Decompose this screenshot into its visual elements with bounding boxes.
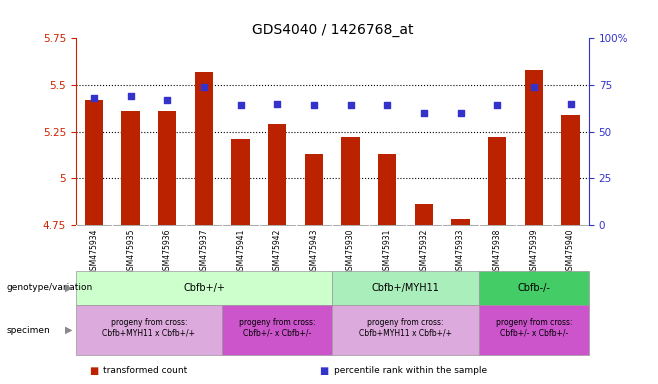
- Bar: [332, 305, 479, 355]
- Bar: [158, 111, 176, 225]
- Text: GSM475936: GSM475936: [163, 228, 172, 275]
- Text: GSM475933: GSM475933: [456, 228, 465, 275]
- Bar: [232, 139, 250, 225]
- Bar: [76, 305, 222, 355]
- Text: GSM475932: GSM475932: [419, 228, 428, 275]
- Text: ■: ■: [319, 366, 328, 376]
- Text: GSM475943: GSM475943: [309, 228, 318, 275]
- Bar: [268, 124, 286, 225]
- Bar: [222, 305, 332, 355]
- Bar: [378, 154, 396, 225]
- Point: [565, 101, 576, 107]
- Text: ▶: ▶: [65, 283, 72, 293]
- Text: genotype/variation: genotype/variation: [7, 283, 93, 293]
- Text: Cbfb-/-: Cbfb-/-: [517, 283, 550, 293]
- Point: [492, 103, 503, 109]
- Bar: [488, 137, 507, 225]
- Point: [236, 103, 246, 109]
- Bar: [85, 100, 103, 225]
- Bar: [479, 305, 589, 355]
- Text: Cbfb+/+: Cbfb+/+: [183, 283, 225, 293]
- Text: Cbfb+/MYH11: Cbfb+/MYH11: [372, 283, 440, 293]
- Text: ▶: ▶: [65, 325, 72, 335]
- Text: progeny from cross:
Cbfb+MYH11 x Cbfb+/+: progeny from cross: Cbfb+MYH11 x Cbfb+/+: [359, 318, 452, 338]
- Point: [345, 103, 356, 109]
- Bar: [479, 271, 589, 305]
- Bar: [195, 72, 213, 225]
- Text: GSM475940: GSM475940: [566, 228, 575, 275]
- Text: GSM475930: GSM475930: [346, 228, 355, 275]
- Bar: [305, 154, 323, 225]
- Text: GSM475934: GSM475934: [89, 228, 99, 275]
- Text: progeny from cross:
Cbfb+/- x Cbfb+/-: progeny from cross: Cbfb+/- x Cbfb+/-: [239, 318, 316, 338]
- Bar: [342, 137, 360, 225]
- Point: [382, 103, 393, 109]
- Text: GSM475937: GSM475937: [199, 228, 209, 275]
- Bar: [332, 271, 479, 305]
- Point: [126, 93, 136, 99]
- Point: [89, 95, 99, 101]
- Point: [162, 97, 172, 103]
- Text: GSM475931: GSM475931: [383, 228, 392, 275]
- Title: GDS4040 / 1426768_at: GDS4040 / 1426768_at: [251, 23, 413, 37]
- Text: ■: ■: [89, 366, 98, 376]
- Text: progeny from cross:
Cbfb+/- x Cbfb+/-: progeny from cross: Cbfb+/- x Cbfb+/-: [495, 318, 572, 338]
- Point: [455, 110, 466, 116]
- Bar: [524, 70, 543, 225]
- Point: [199, 84, 209, 90]
- Text: GSM475942: GSM475942: [273, 228, 282, 275]
- Point: [309, 103, 319, 109]
- Bar: [122, 111, 139, 225]
- Text: progeny from cross:
Cbfb+MYH11 x Cbfb+/+: progeny from cross: Cbfb+MYH11 x Cbfb+/+: [103, 318, 195, 338]
- Text: GSM475935: GSM475935: [126, 228, 135, 275]
- Bar: [76, 271, 332, 305]
- Bar: [451, 219, 470, 225]
- Text: GSM475938: GSM475938: [493, 228, 502, 275]
- Point: [418, 110, 429, 116]
- Text: GSM475941: GSM475941: [236, 228, 245, 275]
- Text: specimen: specimen: [7, 326, 50, 335]
- Point: [272, 101, 282, 107]
- Bar: [561, 115, 580, 225]
- Text: GSM475939: GSM475939: [530, 228, 538, 275]
- Point: [528, 84, 539, 90]
- Text: transformed count: transformed count: [103, 366, 188, 375]
- Bar: [415, 204, 433, 225]
- Text: percentile rank within the sample: percentile rank within the sample: [334, 366, 487, 375]
